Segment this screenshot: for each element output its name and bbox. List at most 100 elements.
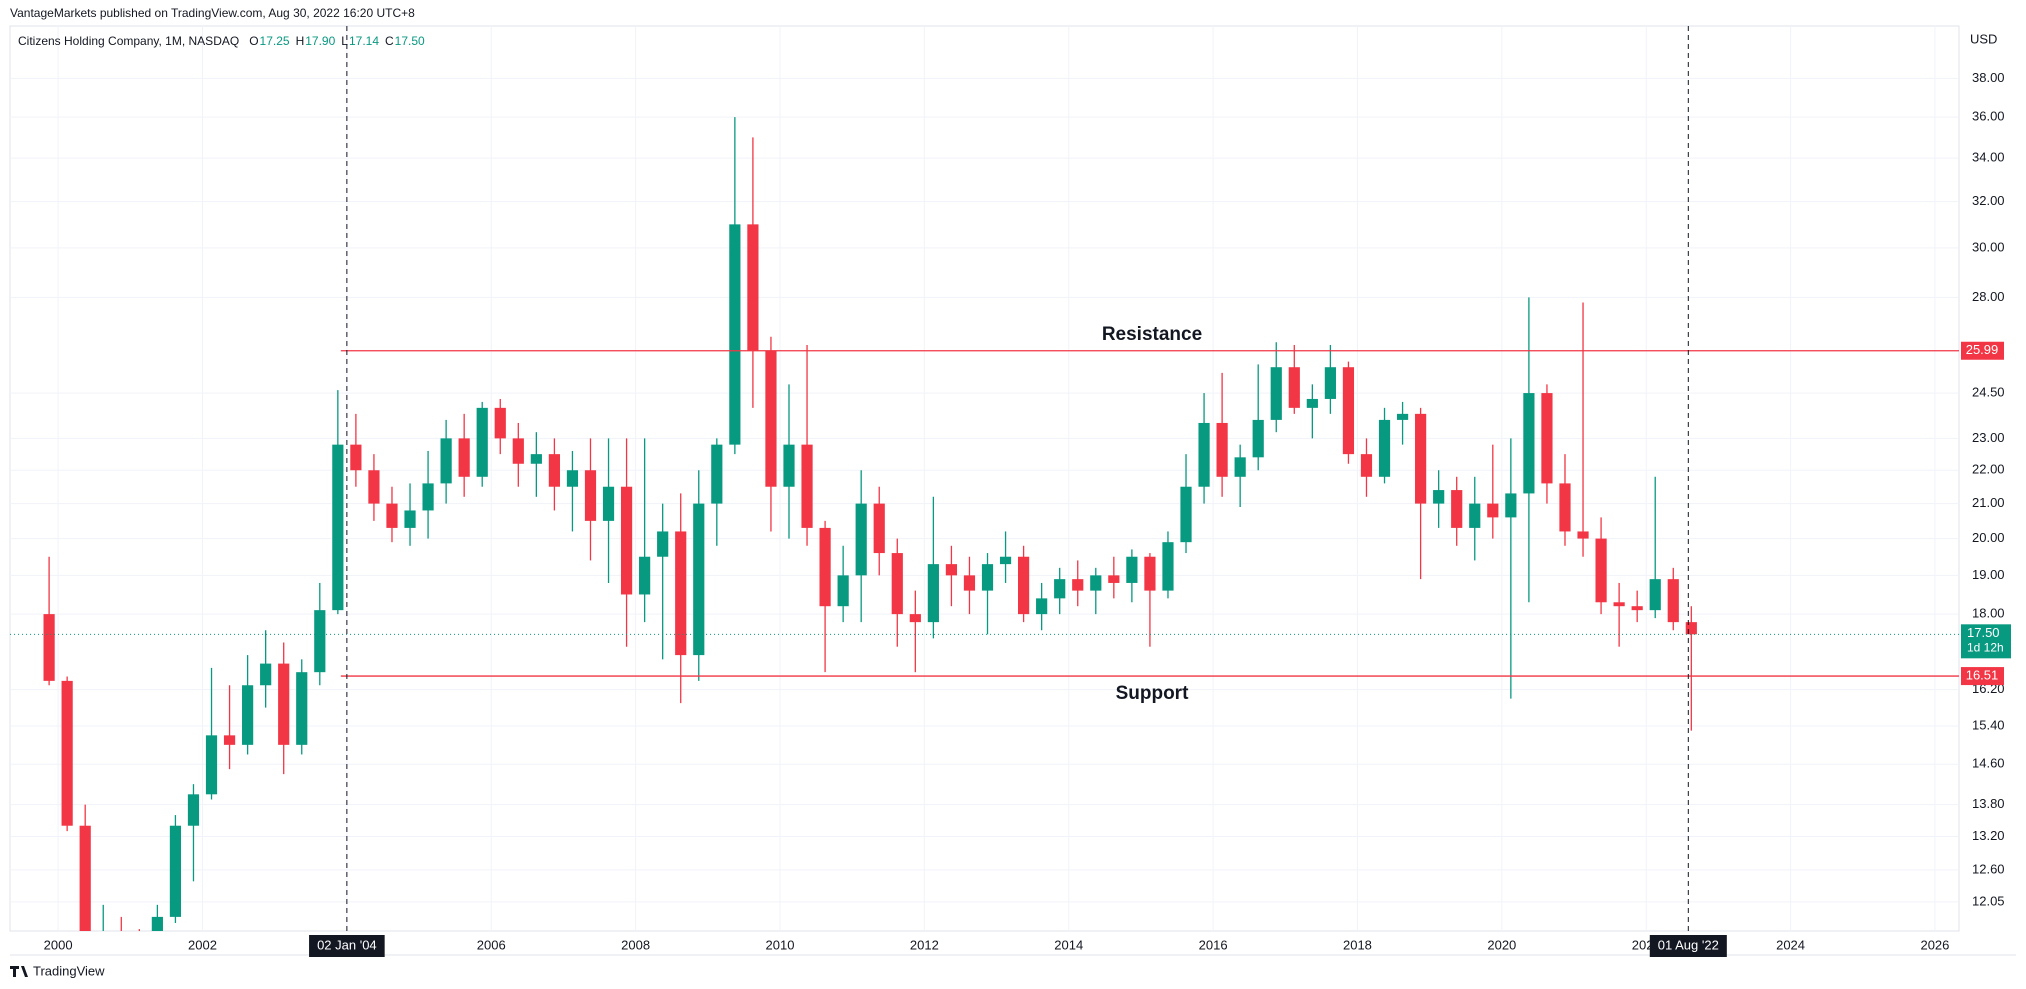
x-tick-label: 2026 <box>1920 937 1949 952</box>
candle-body <box>1631 606 1643 611</box>
legend-key: O <box>249 34 258 48</box>
candle-body <box>566 470 579 487</box>
candle-body <box>422 483 434 511</box>
candle-body <box>999 556 1012 565</box>
candle-body <box>1270 367 1282 420</box>
candle-body <box>620 486 633 595</box>
level-price-box <box>1961 341 2004 360</box>
candle-body <box>657 531 669 557</box>
candle-body <box>945 564 958 576</box>
y-tick-label: 15.40 <box>1972 717 2005 732</box>
candle-body <box>1505 493 1517 518</box>
y-tick-label: 38.00 <box>1972 70 2005 85</box>
y-tick-label: 14.60 <box>1972 756 2005 771</box>
marker-label-box <box>1649 935 1727 957</box>
candle-body <box>368 470 380 504</box>
candle-body <box>223 735 236 745</box>
last-price-box <box>1961 624 2011 659</box>
y-tick-label: 22.00 <box>1972 462 2005 477</box>
candle-body <box>1685 622 1697 635</box>
candle-body <box>1054 579 1066 599</box>
candle-body <box>1667 579 1679 623</box>
countdown-label: 1d 12h <box>1967 640 2004 654</box>
candle-body <box>494 407 506 439</box>
candle-body <box>98 935 109 954</box>
candle-body <box>963 575 976 591</box>
x-tick-label: 2010 <box>766 937 795 952</box>
y-tick-label: 12.60 <box>1972 861 2005 876</box>
candle-body <box>1252 419 1264 458</box>
currency-label: USD <box>1970 31 1997 46</box>
candle-body <box>1577 531 1589 539</box>
candle-body <box>1198 422 1210 487</box>
candle-body <box>909 614 921 623</box>
candle-body <box>242 685 254 745</box>
candle-body <box>205 735 218 795</box>
x-tick-label: 2002 <box>188 937 217 952</box>
legend-value: 17.25 <box>260 34 290 48</box>
candle-body <box>1469 503 1481 528</box>
y-tick-label: 30.00 <box>1972 239 2005 254</box>
candle-body <box>61 680 73 826</box>
candle-body <box>602 486 615 521</box>
level-price-label: 25.99 <box>1966 342 1999 357</box>
candle-body <box>711 444 723 504</box>
candle-body <box>476 407 488 477</box>
y-tick-label: 13.20 <box>1972 828 2005 843</box>
last-price-label: 17.50 <box>1967 625 2000 640</box>
legend-key: H <box>296 34 305 48</box>
candle-body <box>151 916 163 931</box>
candle-body <box>783 444 795 487</box>
candle-body <box>116 935 127 948</box>
candle-body <box>169 825 182 917</box>
y-tick-label: 28.00 <box>1972 289 2005 304</box>
logo: TradingView <box>10 963 105 978</box>
candle-body <box>79 825 91 931</box>
legend-value: 17.90 <box>305 34 335 48</box>
candle-body <box>1342 367 1355 455</box>
candle-body <box>296 672 308 745</box>
candle-body <box>187 794 200 826</box>
candle-body <box>1234 457 1246 477</box>
candle-body <box>530 454 542 464</box>
candle-body <box>134 948 145 954</box>
candle-body <box>314 610 326 673</box>
candle-body <box>1216 422 1228 477</box>
x-tick-label: 2008 <box>621 937 650 952</box>
y-tick-label: 23.00 <box>1972 430 2005 445</box>
candle-body <box>1559 483 1571 532</box>
logo-mark <box>10 966 28 977</box>
candle-body <box>855 503 867 576</box>
y-tick-label: 12.05 <box>1972 893 2005 908</box>
legend-value: 17.14 <box>349 34 379 48</box>
candle-body <box>1288 367 1300 408</box>
y-tick-label: 19.00 <box>1972 567 2005 582</box>
candle-body <box>1378 419 1391 477</box>
candle-body <box>1523 393 1535 494</box>
y-tick-label: 24.50 <box>1972 385 2005 400</box>
candle-body <box>747 224 759 351</box>
candle-body <box>1451 490 1463 528</box>
y-tick-label: 13.80 <box>1972 796 2005 811</box>
x-tick-label: 2020 <box>1487 937 1516 952</box>
candle-body <box>1090 575 1102 591</box>
legend-value: 17.50 <box>395 34 425 48</box>
marker-label-box <box>309 935 385 957</box>
candle-body <box>765 350 777 487</box>
level-annotation: Support <box>1116 683 1189 704</box>
candle-body <box>1324 367 1336 399</box>
candle-body <box>548 454 560 487</box>
plot-frame <box>9 25 1960 932</box>
candle-body <box>837 575 849 607</box>
candle-body <box>729 224 741 445</box>
legend-key: C <box>385 34 394 48</box>
candle-body <box>1018 556 1030 615</box>
level-price-label: 16.51 <box>1966 668 1999 683</box>
candle-body <box>1126 556 1138 583</box>
level-price-box <box>1961 667 2004 686</box>
candle-body <box>1162 542 1174 591</box>
candle-body <box>675 531 687 656</box>
candle-body <box>873 503 885 554</box>
